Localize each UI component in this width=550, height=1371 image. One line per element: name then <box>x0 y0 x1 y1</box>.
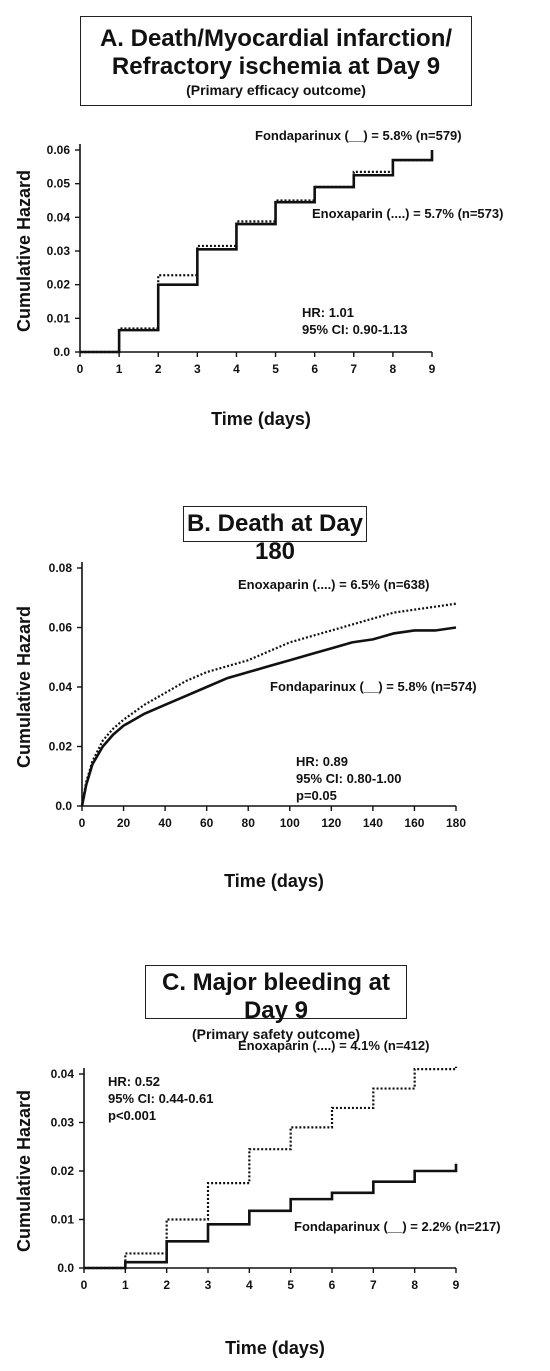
panel-b-y-tick-label: 0.08 <box>49 561 73 575</box>
panel-a-y-axis-title: Cumulative Hazard <box>14 170 34 332</box>
panel-a-x-tick-label: 2 <box>155 362 162 376</box>
panel-c-x-axis-title: Time (days) <box>225 1338 325 1358</box>
panel-c-x-tick-label: 7 <box>370 1278 377 1292</box>
panel-a-legend-enoxaparin: Enoxaparin (....) = 5.7% (n=573) <box>312 206 503 221</box>
panel-c-title-box: C. Major bleeding at Day 9 (Primary safe… <box>145 965 407 1042</box>
panel-a-y-tick-label: 0.0 <box>53 345 70 359</box>
panel-b-stat-line: HR: 0.89 <box>296 754 348 769</box>
panel-c-x-tick-label: 1 <box>122 1278 129 1292</box>
panel-a-x-tick-label: 4 <box>233 362 240 376</box>
panel-a-y-tick-label: 0.03 <box>47 244 71 258</box>
panel-c-x-tick-label: 6 <box>329 1278 336 1292</box>
panel-b-stat-line: 95% CI: 0.80-1.00 <box>296 771 402 786</box>
panel-b-series-fondaparinux <box>80 626 457 807</box>
panel-a-title-line2: Refractory ischemia at Day 9 <box>111 53 441 80</box>
panel-b-x-tick-label: 160 <box>404 816 424 830</box>
panel-c-stat-line: p<0.001 <box>108 1108 156 1123</box>
panel-a-y-tick-label: 0.04 <box>47 210 71 224</box>
panel-a-x-axis-title: Time (days) <box>211 409 311 429</box>
panel-c-x-tick-label: 2 <box>163 1278 170 1292</box>
panel-c-y-tick-label: 0.04 <box>51 1067 75 1081</box>
panel-b-stat-line: p=0.05 <box>296 788 337 803</box>
panel-c-series-fondaparinux <box>84 1163 458 1270</box>
panel-b-x-tick-label: 60 <box>200 816 214 830</box>
panel-a-stat-line: HR: 1.01 <box>302 305 354 320</box>
panel-c-x-tick-label: 0 <box>81 1278 88 1292</box>
panel-a-y-tick-label: 0.05 <box>47 177 71 191</box>
panel-a-y-tick-label: 0.06 <box>47 143 71 157</box>
panel-a-x-tick-label: 9 <box>429 362 436 376</box>
panel-b-x-tick-label: 40 <box>158 816 172 830</box>
panel-a-x-tick-label: 8 <box>390 362 397 376</box>
panel-b-legend-enoxaparin: Enoxaparin (....) = 6.5% (n=638) <box>238 577 429 592</box>
panel-c-subtitle: (Primary safety outcome) <box>191 1026 361 1042</box>
panel-b-series-enoxaparin <box>80 602 457 807</box>
panel-a-series-fondaparinux <box>80 150 434 354</box>
panel-c-x-tick-label: 3 <box>205 1278 212 1292</box>
panel-c-x-tick-label: 8 <box>411 1278 418 1292</box>
panel-a-subtitle: (Primary efficacy outcome) <box>186 82 366 98</box>
panel-a-series-enoxaparin <box>80 158 434 354</box>
panel-c-legend-fondaparinux: Fondaparinux (__) = 2.2% (n=217) <box>294 1219 501 1234</box>
panel-b-legend-fondaparinux: Fondaparinux (__) = 5.8% (n=574) <box>270 679 477 694</box>
panel-b-chart: 0.0 0.02 0.04 0.06 0.08 0 20 40 60 80 100 120 140 160… <box>14 561 477 891</box>
panel-a-title-box: A. Death/Myocardial infarction/ Refracto… <box>80 16 472 106</box>
panel-b-x-tick-label: 140 <box>363 816 383 830</box>
panel-c-stat-line: HR: 0.52 <box>108 1074 160 1089</box>
panel-b-y-tick-label: 0.04 <box>49 680 73 694</box>
panel-c-y-tick-label: 0.03 <box>51 1116 75 1130</box>
panel-b-x-tick-label: 80 <box>242 816 256 830</box>
panel-c-stat-line: 95% CI: 0.44-0.61 <box>108 1091 214 1106</box>
panel-c-title: C. Major bleeding at Day 9 <box>161 969 391 1024</box>
panel-b-x-tick-label: 20 <box>117 816 131 830</box>
panel-b-x-axis-title: Time (days) <box>224 871 324 891</box>
panel-a-stat-line: 95% CI: 0.90-1.13 <box>302 322 408 337</box>
panel-a-x-tick-label: 0 <box>77 362 84 376</box>
panel-a-y-tick-label: 0.01 <box>47 311 71 325</box>
panel-b-x-tick-label: 120 <box>321 816 341 830</box>
panel-c-x-tick-label: 9 <box>453 1278 460 1292</box>
panel-b-x-tick-label: 0 <box>79 816 86 830</box>
panel-c-x-tick-label: 5 <box>287 1278 294 1292</box>
panel-c-legend-enoxaparin: Enoxaparin (....) = 4.1% (n=412) <box>238 1038 429 1053</box>
panel-b-title: B. Death at Day 180 <box>186 510 364 565</box>
panel-b-x-tick-label: 180 <box>446 816 466 830</box>
panel-c-y-tick-label: 0.02 <box>51 1164 75 1178</box>
panel-c-y-tick-label: 0.0 <box>57 1261 74 1275</box>
panel-a-chart: 0.0 0.01 0.02 0.03 0.04 0.05 0.06 0 1 2 3 4 5 6 7 8 9 Tim… <box>14 128 503 429</box>
panel-a-title-line1: A. Death/Myocardial infarction/ <box>99 25 453 52</box>
panel-c-chart: 0.0 0.01 0.02 0.03 0.04 0 1 2 3 4 5 6 7 8 9 Time (days)… <box>14 1038 501 1358</box>
panel-a-y-tick-label: 0.02 <box>47 278 71 292</box>
panel-b-x-tick-label: 100 <box>280 816 300 830</box>
panel-b-y-tick-label: 0.06 <box>49 621 73 635</box>
panel-a-legend-fondaparinux: Fondaparinux (__) = 5.8% (n=579) <box>255 128 462 143</box>
panel-b-y-tick-label: 0.02 <box>49 740 73 754</box>
panel-c-y-tick-label: 0.01 <box>51 1213 75 1227</box>
panel-b-y-tick-label: 0.0 <box>55 799 72 813</box>
panel-c-x-tick-label: 4 <box>246 1278 253 1292</box>
panel-b-y-axis-title: Cumulative Hazard <box>14 606 34 768</box>
panel-c-y-axis-title: Cumulative Hazard <box>14 1090 34 1252</box>
panel-b-title-box: B. Death at Day 180 <box>183 506 367 565</box>
panel-a-x-tick-label: 1 <box>116 362 123 376</box>
panel-a-x-tick-label: 6 <box>311 362 318 376</box>
panel-a-x-tick-label: 3 <box>194 362 201 376</box>
panel-a-x-tick-label: 5 <box>272 362 279 376</box>
panel-a-x-tick-label: 7 <box>350 362 357 376</box>
